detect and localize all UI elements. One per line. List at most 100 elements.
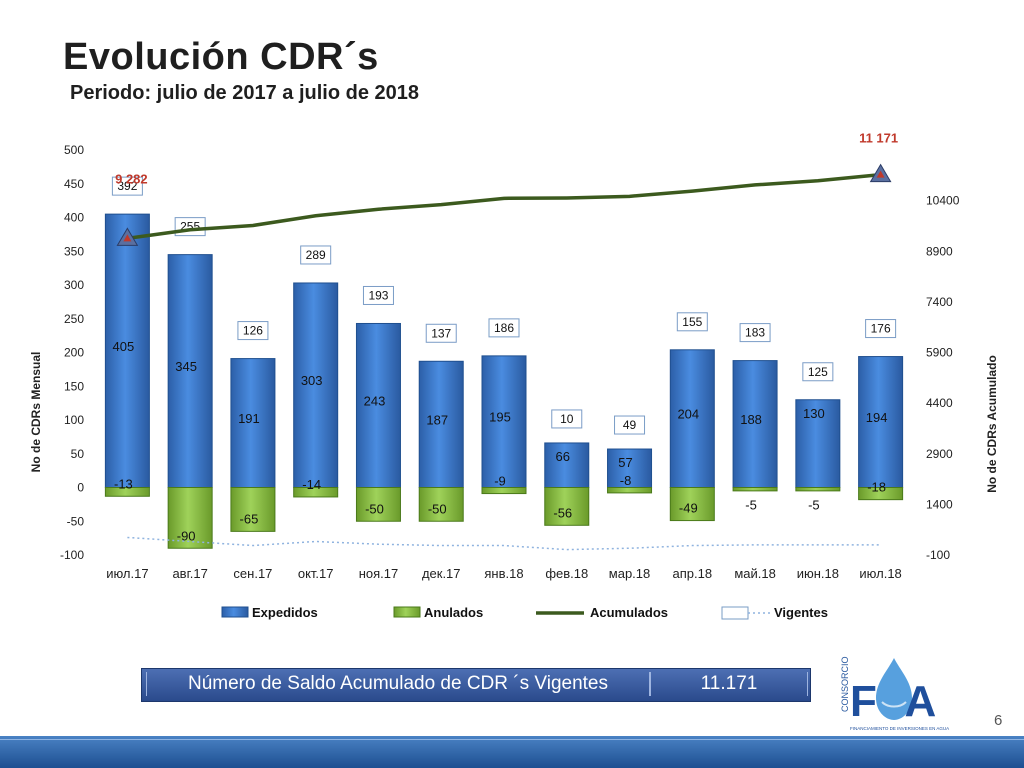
x-tick-label: май.18 — [734, 566, 776, 581]
bar-anulados-label: -5 — [808, 498, 820, 513]
vigentes-box-label: 289 — [306, 248, 326, 262]
summary-value: 11.171 — [650, 672, 808, 696]
x-tick-label: мар.18 — [609, 566, 650, 581]
bar-anulados — [418, 487, 464, 522]
bar-expedidos-label: 303 — [301, 373, 323, 388]
bar-anulados-label: -13 — [114, 476, 133, 491]
vigentes-box-label: 10 — [560, 412, 574, 426]
vigentes-box — [865, 319, 897, 339]
x-tick-label: окт.17 — [298, 566, 334, 581]
y-left-tick-label: 0 — [77, 481, 84, 495]
bar-expedidos — [669, 349, 715, 488]
y-left-tick-label: 350 — [64, 244, 84, 258]
vigentes-box-label: 155 — [682, 315, 702, 329]
bar-expedidos — [607, 448, 653, 488]
y-left-tick-label: 500 — [64, 143, 84, 157]
y-right-tick-label: -100 — [926, 548, 950, 562]
vigentes-box — [111, 176, 143, 196]
bar-expedidos-label: 187 — [426, 412, 448, 427]
bar-expedidos-label: 188 — [740, 412, 762, 427]
bar-anulados — [481, 487, 527, 495]
bar-expedidos — [795, 399, 841, 488]
consorcio-fia-logo: CONSORCIO FA FINANCIAMIENTO DE INVERSION… — [840, 656, 966, 731]
y-left-tick-label: 250 — [64, 312, 84, 326]
acumulados-first-label: 9 282 — [115, 171, 148, 186]
vigentes-box — [300, 245, 332, 265]
acumulados-last-label: 11 171 — [859, 131, 898, 146]
bar-anulados-label: -90 — [177, 528, 196, 543]
vigentes-box-label: 137 — [431, 326, 451, 340]
vigentes-box-label: 176 — [871, 322, 891, 336]
y-right-tick-label: 10400 — [926, 194, 960, 208]
bar-expedidos — [481, 355, 527, 488]
footer-bar — [0, 736, 1024, 768]
legend-swatch — [221, 606, 249, 618]
bar-anulados-label: -50 — [365, 501, 384, 516]
vigentes-box-label: 186 — [494, 321, 514, 335]
legend-label: Expedidos — [252, 605, 318, 620]
bar-anulados-label: -49 — [679, 501, 698, 516]
bar-expedidos-label: 66 — [556, 449, 570, 464]
y-right-tick-label: 7400 — [926, 295, 953, 309]
logo-text: FA — [850, 677, 966, 726]
vigentes-box — [488, 318, 520, 338]
bar-anulados — [858, 487, 904, 501]
vigentes-box — [237, 321, 269, 341]
logo-side-text: CONSORCIO — [840, 656, 850, 712]
vigentes-box-label: 193 — [368, 288, 388, 302]
bar-anulados-label: -50 — [428, 501, 447, 516]
page-subtitle: Periodo: julio de 2017 a julio de 2018 — [70, 82, 420, 104]
legend-swatch — [721, 606, 749, 620]
x-tick-label: янв.18 — [484, 566, 523, 581]
y-left-tick-label: 400 — [64, 211, 84, 225]
bar-anulados — [669, 487, 715, 522]
vigentes-box — [362, 285, 394, 305]
vigentes-box — [676, 312, 708, 332]
vigentes-box-label: 126 — [243, 324, 263, 338]
bar-expedidos — [167, 254, 213, 488]
vigentes-box — [425, 323, 457, 343]
vigentes-box-label: 392 — [117, 179, 137, 193]
bar-expedidos — [858, 356, 904, 488]
x-tick-label: ноя.17 — [359, 566, 399, 581]
vigentes-box-label: 49 — [623, 418, 637, 432]
y-right-tick-label: 8900 — [926, 244, 953, 258]
page-title: Evolución CDR´s — [63, 36, 379, 78]
x-tick-label: дек.17 — [422, 566, 461, 581]
legend-label: Vigentes — [774, 605, 828, 620]
bar-expedidos-label: 204 — [677, 407, 699, 422]
y-left-tick-label: -100 — [60, 548, 84, 562]
bar-anulados-label: -18 — [867, 480, 886, 495]
bar-anulados — [104, 487, 150, 497]
x-tick-label: июн.18 — [797, 566, 839, 581]
y-left-tick-label: 450 — [64, 177, 84, 191]
legend-swatch — [393, 606, 421, 618]
legend-label: Anulados — [424, 605, 483, 620]
bar-anulados-label: -5 — [745, 498, 757, 513]
y-left-tick-label: 200 — [64, 346, 84, 360]
bar-expedidos-label: 405 — [113, 339, 135, 354]
bar-expedidos — [544, 442, 590, 489]
y-right-tick-label: 1400 — [926, 497, 953, 511]
x-tick-label: авг.17 — [172, 566, 207, 581]
summary-banner: Número de Saldo Acumulado de CDR ´s Vige… — [141, 668, 811, 702]
x-tick-label: сен.17 — [233, 566, 272, 581]
y-left-tick-label: 150 — [64, 379, 84, 393]
vigentes-box-label: 125 — [808, 365, 828, 379]
bar-expedidos-label: 194 — [866, 410, 888, 425]
bar-expedidos-label: 57 — [618, 455, 632, 470]
x-tick-label: апр.18 — [673, 566, 713, 581]
y-left-tick-label: -50 — [67, 514, 85, 528]
bar-expedidos-label: 130 — [803, 406, 825, 421]
bar-anulados-label: -65 — [240, 511, 259, 526]
bar-anulados — [230, 487, 276, 532]
bar-anulados-label: -8 — [620, 473, 632, 488]
bar-expedidos-label: 345 — [175, 359, 197, 374]
bar-anulados — [607, 487, 653, 494]
x-tick-label: июл.17 — [106, 566, 148, 581]
bar-expedidos-label: 243 — [364, 393, 386, 408]
vigentes-box — [551, 409, 583, 429]
bar-anulados — [167, 487, 213, 549]
bar-anulados — [795, 487, 841, 492]
bar-anulados — [355, 487, 401, 522]
